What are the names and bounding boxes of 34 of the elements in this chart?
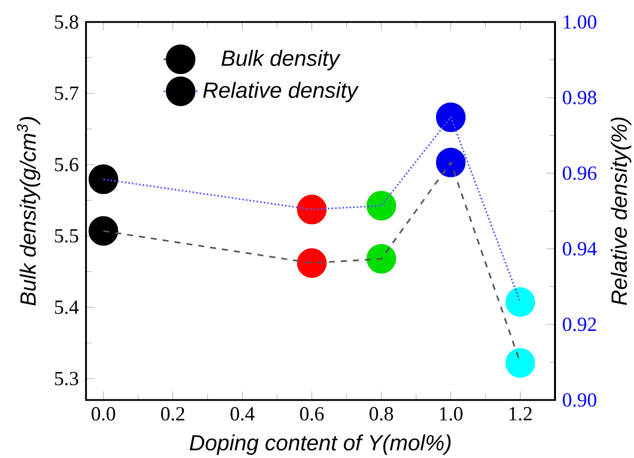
point <box>366 244 396 274</box>
point <box>436 148 466 178</box>
x-tick-label: 0.0 <box>92 407 116 421</box>
y2-tick-label: 0.94 <box>562 242 597 256</box>
x-tick-label: 0.8 <box>370 407 394 421</box>
y-tick-label: 5.7 <box>55 86 78 100</box>
x-tick-label: 0.6 <box>300 407 324 421</box>
point <box>436 102 466 132</box>
point <box>505 348 536 378</box>
x-axis-title: Doping content of Y(mol%) <box>190 434 451 455</box>
y-tick-label: 5.8 <box>55 15 78 29</box>
y2-tick-label: 0.96 <box>562 166 596 180</box>
y2-axis-title: Relative density(%) <box>610 118 632 306</box>
y2-tick-label: 0.98 <box>562 90 596 104</box>
x-tick-label: 0.4 <box>230 407 255 421</box>
y-tick-label: 5.6 <box>55 158 78 172</box>
legend-label: Bulk density <box>222 50 341 70</box>
x-tick-label: 1.2 <box>510 407 532 421</box>
point <box>505 287 536 317</box>
x-tick-label: 1.0 <box>440 407 463 421</box>
y2-tick-label: 0.90 <box>562 393 596 407</box>
point <box>88 216 118 246</box>
y2-tick-label: 1.00 <box>564 15 596 29</box>
x-tick-label: 0.2 <box>161 407 184 421</box>
y-tick-label: 5.5 <box>55 229 78 243</box>
point <box>297 248 327 278</box>
y-tick-label: 5.4 <box>55 300 79 314</box>
point <box>366 190 396 220</box>
legend-label: Relative density <box>203 82 359 102</box>
y2-tick-label: 0.92 <box>562 318 596 332</box>
y-axis-title: Bulk density(g/cm$^{3}$) <box>16 117 40 306</box>
point <box>297 194 327 224</box>
point <box>88 164 118 194</box>
y-tick-label: 5.3 <box>55 372 78 386</box>
